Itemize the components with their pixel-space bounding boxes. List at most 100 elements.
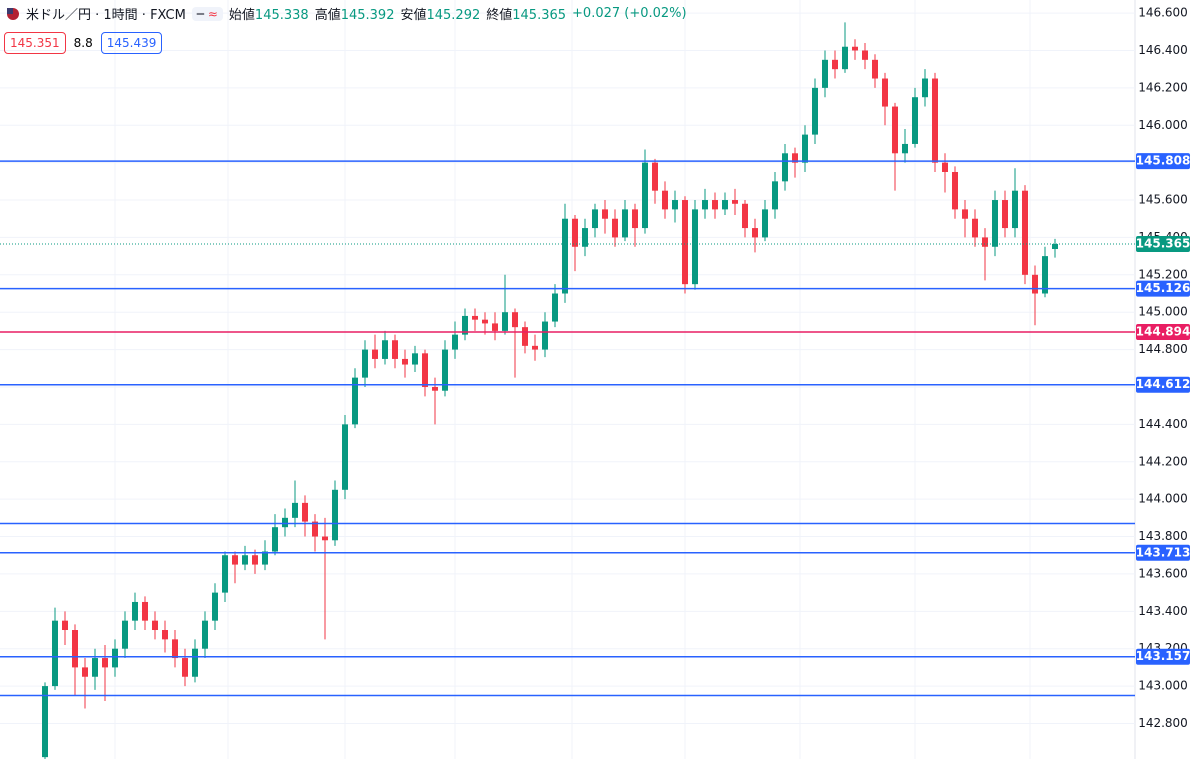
candle-body bbox=[932, 78, 938, 163]
y-tick-label: 146.000 bbox=[1138, 118, 1188, 132]
candle-body bbox=[532, 345, 538, 350]
candle-body bbox=[522, 327, 528, 346]
candle-body bbox=[982, 237, 988, 247]
last-price-label: 145.365 bbox=[1136, 236, 1191, 250]
candle-body bbox=[492, 323, 498, 331]
candle-body bbox=[872, 59, 878, 79]
candle-body bbox=[512, 312, 518, 328]
candle-body bbox=[112, 648, 118, 668]
candle-body bbox=[552, 293, 558, 322]
candle-body bbox=[912, 97, 918, 144]
spread: 8.8 bbox=[73, 36, 93, 50]
y-tick-label: 145.200 bbox=[1138, 267, 1188, 281]
candle-body bbox=[342, 424, 348, 490]
candle-body bbox=[682, 200, 688, 285]
candle-body bbox=[792, 153, 798, 163]
candle-body bbox=[1012, 190, 1018, 229]
candle-body bbox=[942, 162, 948, 172]
candle-body bbox=[582, 228, 588, 247]
sell-button[interactable]: 145.351 bbox=[4, 32, 66, 54]
value: 145.292 bbox=[426, 8, 481, 23]
y-tick-label: 144.000 bbox=[1138, 492, 1188, 506]
candle-body bbox=[712, 200, 718, 210]
candle-body bbox=[962, 209, 968, 219]
candle-body bbox=[352, 377, 358, 425]
candle-body bbox=[772, 181, 778, 210]
candle-body bbox=[62, 620, 68, 631]
legend-header: 米ドル／円 · 1時間 · FXCM ━ ≈ 始値145.338 高値145.3… bbox=[6, 4, 687, 23]
candle-body bbox=[622, 209, 628, 238]
candle-body bbox=[432, 386, 438, 391]
candle-body bbox=[362, 349, 368, 378]
candle-body bbox=[832, 59, 838, 70]
value: 145.365 bbox=[512, 8, 567, 23]
y-tick-label: 143.000 bbox=[1138, 679, 1188, 693]
candle-body bbox=[92, 658, 98, 677]
last-price-tag bbox=[1136, 235, 1190, 252]
candle-body bbox=[332, 489, 338, 541]
y-tick-label: 146.400 bbox=[1138, 43, 1188, 57]
toggle[interactable]: ━ ≈ bbox=[191, 6, 223, 21]
candle-body bbox=[302, 502, 308, 522]
candle-body bbox=[192, 648, 198, 677]
y-tick-label: 143.800 bbox=[1138, 529, 1188, 543]
label: 始値 bbox=[228, 8, 255, 23]
candle-body bbox=[262, 551, 268, 565]
y-tick-label: 144.400 bbox=[1138, 417, 1188, 431]
price-line-label: 145.126 bbox=[1136, 281, 1191, 295]
label: 高値 bbox=[314, 8, 341, 23]
price-line-tag bbox=[1136, 544, 1190, 561]
candle-body bbox=[152, 620, 158, 631]
label: 安値 bbox=[400, 8, 427, 23]
y-tick-label: 145.600 bbox=[1138, 193, 1188, 207]
price-line-label: 144.612 bbox=[1136, 377, 1191, 391]
value: 145.338 bbox=[254, 8, 309, 23]
candle-body bbox=[372, 349, 378, 359]
candle-body bbox=[482, 319, 488, 324]
candle-body bbox=[782, 153, 788, 182]
flag-icon bbox=[7, 7, 19, 20]
y-tick-label: 144.200 bbox=[1138, 454, 1188, 468]
candle-body bbox=[412, 353, 418, 365]
candle-body bbox=[642, 162, 648, 229]
candle-body bbox=[702, 200, 708, 210]
candle-body bbox=[422, 353, 428, 387]
symbol[interactable]: 米ドル／円 · 1時間 · FXCM bbox=[26, 8, 186, 23]
y-tick-label: 145.000 bbox=[1138, 305, 1188, 319]
change: +0.027 (+0.02%) bbox=[572, 6, 687, 21]
candle-body bbox=[382, 340, 388, 359]
candle-body bbox=[992, 200, 998, 247]
candle-body bbox=[1002, 200, 1008, 229]
candle-body bbox=[742, 203, 748, 229]
candle-body bbox=[172, 639, 178, 659]
candle-body bbox=[72, 630, 78, 668]
candle-body bbox=[212, 592, 218, 621]
candle-body bbox=[652, 162, 658, 191]
candle-body bbox=[222, 555, 228, 593]
y-tick-label: 146.600 bbox=[1138, 6, 1188, 20]
candle-body bbox=[52, 620, 58, 687]
candle-body bbox=[812, 87, 818, 135]
candle-body bbox=[1052, 243, 1058, 250]
price-line-label: 144.894 bbox=[1136, 325, 1191, 339]
candle-body bbox=[592, 209, 598, 229]
price-line-tag bbox=[1136, 153, 1190, 170]
candle-body bbox=[692, 209, 698, 285]
candle-body bbox=[822, 59, 828, 88]
quote-row: 145.351 8.8 145.439 bbox=[4, 32, 163, 54]
candle-body bbox=[472, 315, 478, 320]
value: 145.392 bbox=[340, 8, 395, 23]
candle-body bbox=[662, 190, 668, 210]
candle-body bbox=[762, 209, 768, 238]
candle-body bbox=[292, 502, 298, 518]
candle-body bbox=[732, 200, 738, 204]
candle-body bbox=[242, 555, 248, 565]
candle-body bbox=[462, 315, 468, 335]
candle-body bbox=[1032, 274, 1038, 294]
price-line-label: 145.808 bbox=[1136, 154, 1191, 168]
y-tick-label: 142.800 bbox=[1138, 716, 1188, 730]
candle-body bbox=[612, 218, 618, 238]
buy-button[interactable]: 145.439 bbox=[100, 32, 163, 54]
